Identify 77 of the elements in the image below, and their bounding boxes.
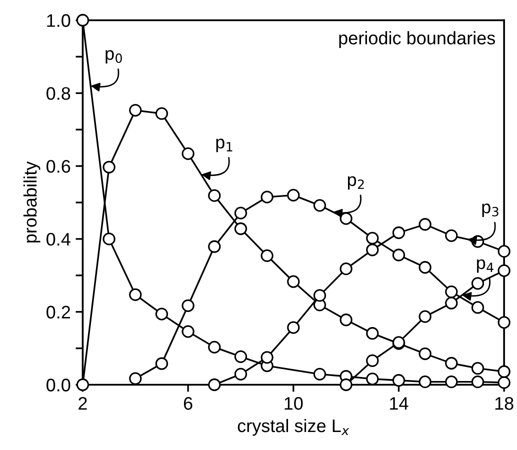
point: [418, 310, 432, 323]
point: [445, 229, 458, 242]
point: [418, 376, 432, 388]
x-tick-label: 6: [184, 397, 192, 410]
x-tick-label: 14: [390, 397, 408, 410]
point: [445, 356, 458, 370]
point: [471, 376, 484, 388]
point: [418, 347, 432, 360]
annotation: periodic boundaries: [339, 31, 496, 48]
point: [287, 275, 300, 288]
x-tick-label: 2: [78, 397, 87, 410]
point: [498, 264, 510, 277]
point: [471, 301, 484, 314]
point: [498, 245, 510, 258]
point: [234, 222, 248, 236]
point: [208, 240, 221, 253]
point: [445, 296, 458, 310]
point: [234, 368, 248, 380]
point: [155, 107, 168, 120]
point: [208, 189, 221, 202]
point: [129, 372, 142, 385]
x-tick-label: 18: [495, 397, 514, 410]
point: [418, 218, 432, 231]
y-tick-label: 0.2: [46, 306, 70, 319]
point: [260, 351, 274, 364]
point: [366, 354, 379, 368]
point: [182, 299, 194, 312]
point: [445, 285, 458, 298]
point: [392, 374, 406, 387]
y-tick-label: 0.0: [46, 378, 70, 392]
annotation: p$_{2}$: [348, 176, 364, 190]
y-tick-label: 0.8: [46, 87, 70, 100]
point: [155, 308, 168, 320]
point: [498, 376, 510, 389]
point: [418, 261, 432, 274]
annotation: p$_{4}$: [476, 259, 494, 273]
x-axis-title: crystal size L$_{x}$: [238, 418, 350, 436]
annotation: p$_{0}$: [106, 50, 122, 64]
point: [313, 368, 326, 380]
y-tick-label: 1.0: [47, 14, 70, 27]
point: [498, 365, 510, 378]
point: [182, 325, 194, 338]
point: [471, 362, 484, 375]
point: [260, 190, 274, 204]
point: [234, 206, 248, 220]
point: [498, 316, 510, 329]
point: [313, 289, 326, 302]
point: [102, 232, 116, 246]
point: [208, 340, 221, 354]
annotation: p$_{3}$: [482, 204, 498, 218]
point: [366, 372, 379, 386]
point: [287, 188, 300, 202]
y-axis-title: probability: [23, 161, 40, 242]
point: [392, 248, 406, 262]
point: [287, 321, 300, 334]
point: [234, 350, 248, 364]
point: [340, 378, 352, 392]
x-tick-label: 10: [284, 397, 303, 410]
point: [366, 327, 379, 340]
y-tick-label: 0.6: [46, 160, 70, 173]
y-tick-label: 0.4: [46, 232, 70, 246]
point: [366, 244, 379, 256]
point: [102, 160, 116, 174]
point: [155, 357, 168, 370]
point: [129, 288, 142, 302]
point: [340, 212, 352, 225]
point: [129, 104, 142, 117]
point: [313, 199, 326, 212]
annotation: p$_{1}$: [216, 138, 232, 152]
point: [366, 232, 379, 245]
point: [340, 262, 352, 276]
point: [340, 314, 352, 326]
point: [182, 147, 194, 160]
point: [445, 376, 458, 388]
point: [392, 226, 406, 240]
point: [260, 249, 274, 262]
point: [208, 378, 221, 392]
